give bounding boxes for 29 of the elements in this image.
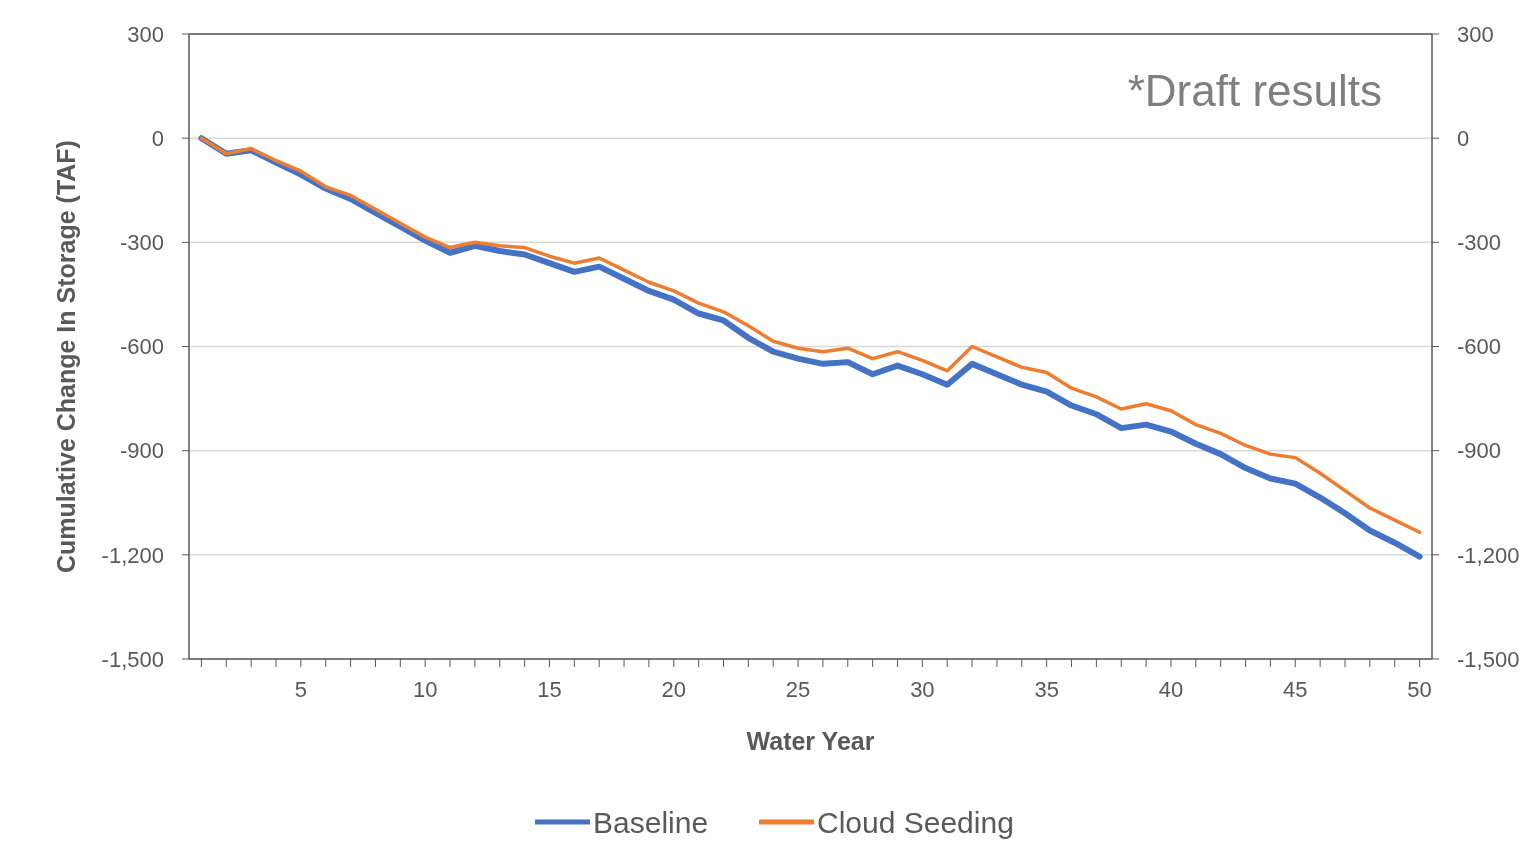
y2-tick-label: -900 (1457, 438, 1502, 464)
legend-label: Cloud Seeding (817, 805, 1014, 839)
y-tick-label: 300 (127, 21, 164, 47)
x-tick-label: 10 (412, 677, 438, 702)
y2-tick-label: -300 (1457, 230, 1502, 256)
y2-tick-label: 300 (1457, 21, 1494, 47)
y-tick-label: -600 (119, 334, 164, 360)
x-tick-label: 35 (1034, 677, 1059, 702)
y-tick-label: -900 (119, 438, 164, 464)
x-tick-label: 30 (910, 677, 935, 702)
y2-tick-label: -600 (1457, 334, 1502, 360)
x-tick-label: 40 (1158, 677, 1184, 702)
y2-tick-label: -1,500 (1457, 646, 1520, 672)
y-tick-label: -1,200 (101, 542, 164, 568)
y2-tick-label: 0 (1457, 125, 1470, 151)
y2-tick-label: -1,200 (1457, 542, 1520, 568)
legend-label: Baseline (593, 805, 709, 839)
x-tick-label: 5 (294, 677, 307, 702)
x-tick-label: 45 (1283, 677, 1308, 702)
y-tick-label: 0 (151, 125, 164, 151)
x-tick-label: 20 (661, 677, 687, 702)
x-tick-label: 15 (537, 677, 562, 702)
y-tick-label: -300 (119, 230, 164, 256)
x-tick-label: 50 (1407, 677, 1432, 702)
x-axis-title: Water Year (746, 727, 875, 755)
x-tick-label: 25 (785, 677, 811, 702)
annotation: *Draft results (1127, 66, 1382, 115)
y-tick-label: -1,500 (101, 646, 164, 672)
y-axis-title: Cumulative Change In Storage (TAF) (52, 140, 80, 573)
